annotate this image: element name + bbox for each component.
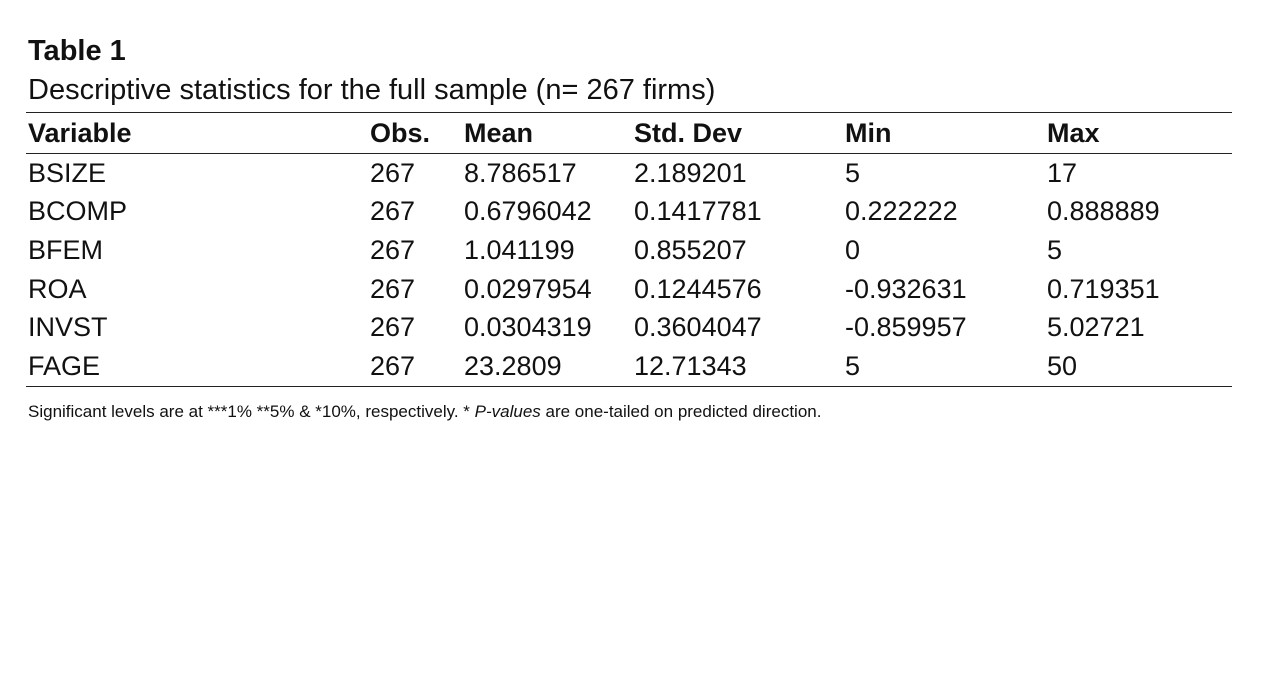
cell-obs: 267: [370, 273, 416, 304]
table-row: ROA 267 0.0297954 0.1244576 -0.932631 0.…: [26, 270, 1232, 309]
footnote-text-end: are one-tailed on predicted direction.: [540, 401, 822, 421]
cell-mean: 8.786517: [464, 157, 577, 188]
table-caption: Descriptive statistics for the full samp…: [28, 74, 716, 106]
cell-variable: INVST: [28, 312, 108, 343]
cell-min: 0.222222: [845, 196, 958, 227]
cell-obs: 267: [370, 196, 416, 227]
cell-max: 50: [1045, 346, 1232, 387]
cell-max: 0.719351: [1047, 273, 1160, 304]
cell-mean: 1.041199: [464, 234, 575, 265]
column-header-obs: Obs.: [368, 112, 462, 154]
column-header-max: Max: [1045, 112, 1232, 154]
table-footnote: Significant levels are at ***1% **5% & *…: [26, 401, 1232, 423]
descriptive-statistics-table: Variable Obs. Mean Std. Dev Min Max BSIZ…: [26, 112, 1232, 387]
cell-min: -0.859957: [845, 312, 967, 343]
table-1: Table 1 Descriptive statistics for the f…: [26, 32, 1232, 423]
cell-obs: 267: [370, 157, 416, 188]
cell-max: 17: [1047, 157, 1078, 188]
table-row: BFEM 267 1.041199 0.855207 0 5: [26, 231, 1232, 270]
footnote-text: Significant levels are at ***1% **5% & *…: [28, 401, 475, 421]
cell-min: 5: [845, 157, 861, 188]
cell-max: 0.888889: [1047, 196, 1160, 227]
cell-min: -0.932631: [845, 273, 967, 304]
table-row: FAGE 267 23.2809 12.71343 5 50: [26, 346, 1232, 387]
table-row: INVST 267 0.0304319 0.3604047 -0.859957 …: [26, 308, 1232, 347]
column-header-variable: Variable: [26, 112, 368, 154]
table-row: BSIZE 267 8.786517 2.189201 5 17: [26, 154, 1232, 193]
cell-min: 0: [845, 234, 861, 265]
cell-std-dev: 12.71343: [632, 346, 843, 387]
cell-variable: BFEM: [28, 234, 104, 265]
cell-obs: 267: [370, 234, 416, 265]
cell-mean: 0.0304319: [464, 312, 592, 343]
cell-obs: 267: [370, 312, 416, 343]
cell-max: 5.02721: [1047, 312, 1145, 343]
cell-variable: BSIZE: [28, 157, 107, 188]
header-row: Variable Obs. Mean Std. Dev Min Max: [26, 112, 1232, 154]
cell-std-dev: 0.3604047: [634, 312, 762, 343]
cell-std-dev: 0.855207: [634, 234, 747, 265]
cell-variable: FAGE: [26, 346, 368, 387]
table-label: Table 1: [28, 35, 126, 67]
cell-variable: BCOMP: [28, 196, 128, 227]
column-header-min: Min: [843, 112, 1045, 154]
cell-mean: 0.0297954: [464, 273, 592, 304]
cell-mean: 23.2809: [462, 346, 632, 387]
column-header-std-dev: Std. Dev: [632, 112, 843, 154]
cell-obs: 267: [368, 346, 462, 387]
cell-mean: 0.6796042: [464, 196, 592, 227]
cell-min: 5: [843, 346, 1045, 387]
column-header-mean: Mean: [462, 112, 632, 154]
cell-std-dev: 0.1417781: [634, 196, 762, 227]
cell-std-dev: 2.189201: [634, 157, 747, 188]
cell-std-dev: 0.1244576: [634, 273, 762, 304]
table-row: BCOMP 267 0.6796042 0.1417781 0.222222 0…: [26, 193, 1232, 232]
cell-max: 5: [1047, 234, 1063, 265]
cell-variable: ROA: [28, 273, 87, 304]
footnote-italic-term: P-values: [474, 401, 541, 421]
